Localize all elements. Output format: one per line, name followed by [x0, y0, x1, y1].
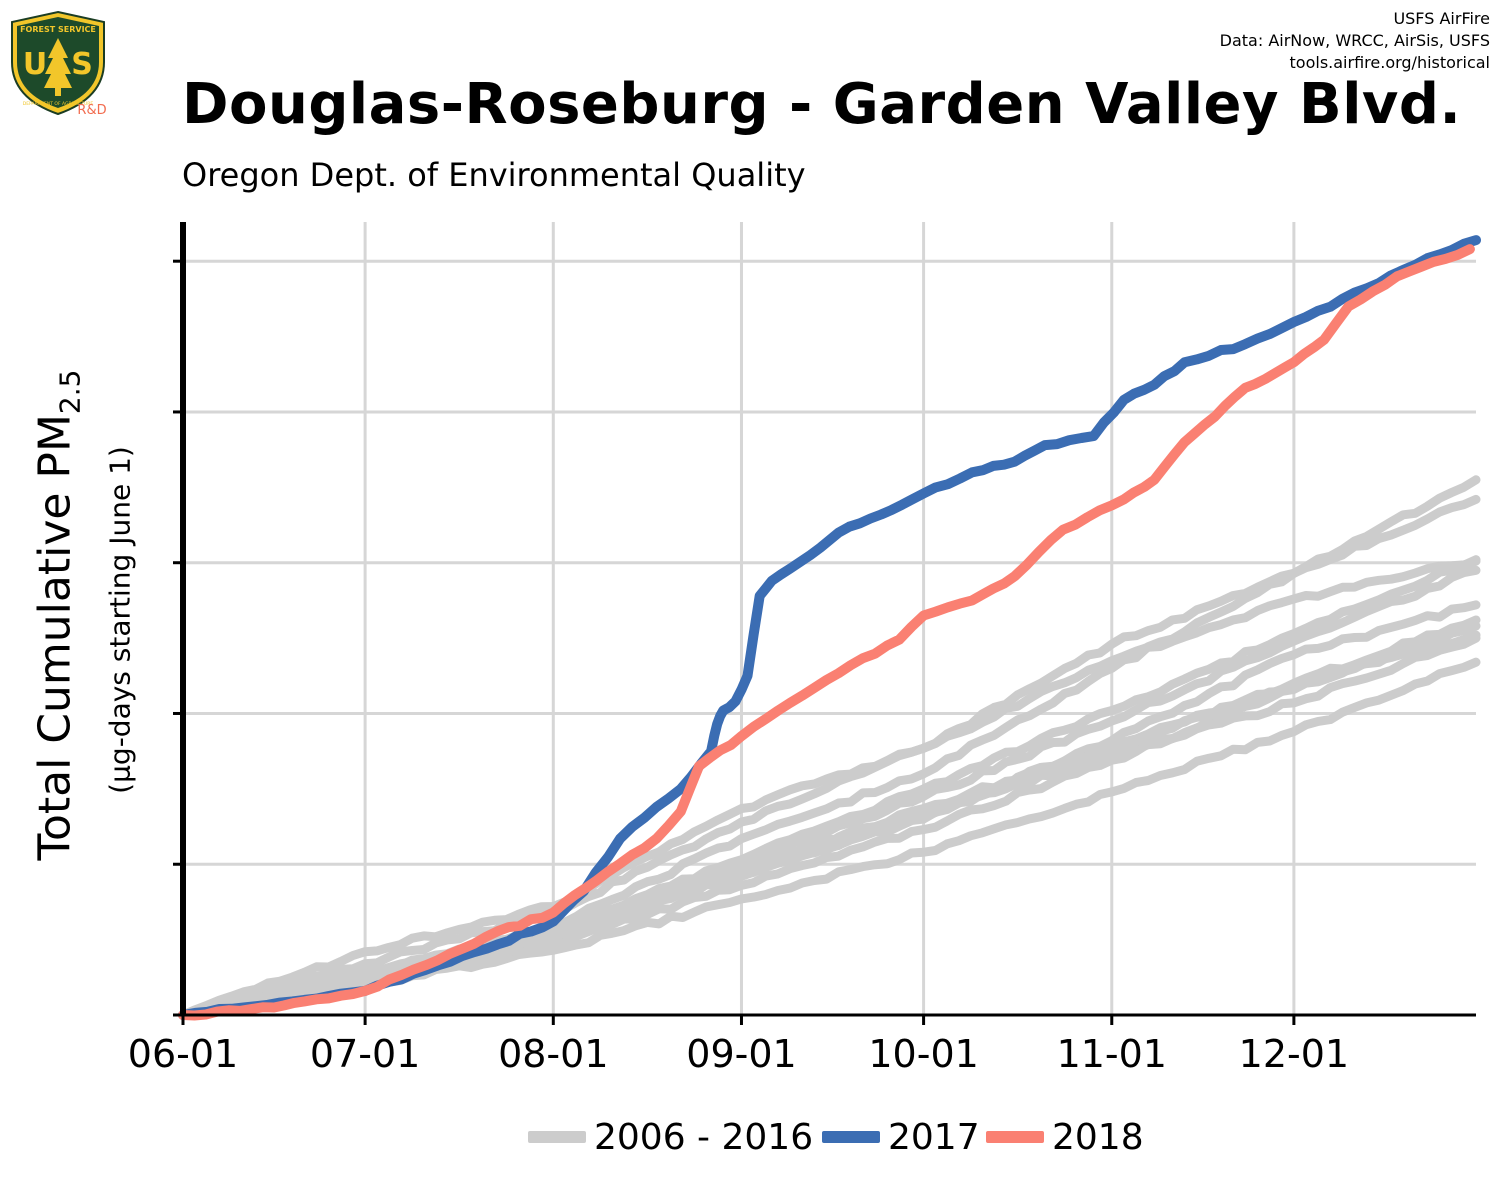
credits: USFS AirFire Data: AirNow, WRCC, AirSis,… [1220, 8, 1490, 74]
legend-swatch-2017 [822, 1131, 880, 1143]
grid-layer [181, 222, 1476, 1017]
history-line-10 [178, 615, 1481, 1020]
x-tick-label-1: 07-01 [310, 1032, 420, 1076]
x-tick-label-2: 08-01 [498, 1032, 608, 1076]
logo-letter-s: S [71, 47, 93, 82]
x-tick-label-4: 10-01 [868, 1032, 978, 1076]
logo-agency-text: FOREST SERVICE [20, 25, 96, 34]
legend-label-2018: 2018 [1052, 1116, 1144, 1158]
chart-title: Douglas-Roseburg - Garden Valley Blvd. [182, 72, 1462, 137]
legend: 2006 - 2016 2017 2018 [0, 1112, 1500, 1162]
logo-letter-u: U [23, 47, 47, 82]
legend-swatch-history [528, 1131, 586, 1143]
credits-source: USFS AirFire [1393, 9, 1490, 28]
axis-layer [173, 222, 1476, 1025]
history-line-2 [178, 556, 1481, 1020]
history-series-layer [178, 475, 1481, 1020]
usfs-logo: FOREST SERVICE U S DEPARTMENT OF AGRICUL… [11, 10, 107, 118]
chart-subtitle: Oregon Dept. of Environmental Quality [182, 156, 806, 194]
credits-url: tools.airfire.org/historical [1289, 53, 1490, 72]
legend-swatch-2018 [986, 1131, 1044, 1143]
x-tick-label-6: 12-01 [1239, 1032, 1349, 1076]
logo-dept-text: DEPARTMENT OF AGRICULTURE [23, 101, 94, 107]
credits-data: Data: AirNow, WRCC, AirSis, USFS [1219, 31, 1490, 50]
legend-item-2018: 2018 [986, 1112, 1144, 1162]
series-line-2018 [178, 244, 1475, 1021]
logo-rd-tag: R&D [77, 103, 106, 118]
legend-label-2017: 2017 [888, 1116, 980, 1158]
x-tick-label-0: 06-01 [128, 1032, 238, 1076]
tree-icon [44, 38, 72, 88]
history-line-1 [178, 475, 1481, 1020]
legend-item-2017: 2017 [822, 1112, 980, 1162]
series-line-2017 [178, 235, 1481, 1020]
x-tick-label-5: 11-01 [1057, 1032, 1167, 1076]
x-tick-label-layer: 06-01 07-01 08-01 09-01 10-01 11-01 12-01 [128, 1032, 1349, 1076]
legend-label-history: 2006 - 2016 [594, 1116, 814, 1158]
highlight-series-layer [178, 235, 1481, 1021]
legend-item-history: 2006 - 2016 [528, 1112, 813, 1162]
x-tick-label-3: 09-01 [686, 1032, 796, 1076]
